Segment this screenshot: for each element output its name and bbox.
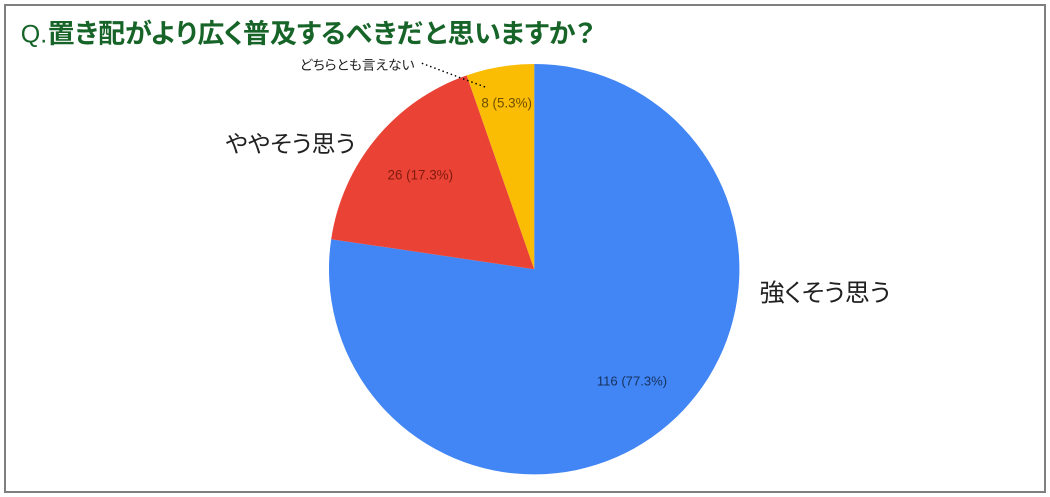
svg-text:26 (17.3%): 26 (17.3%) — [388, 167, 454, 182]
svg-text:Q.: Q. — [21, 20, 47, 48]
svg-text:116 (77.3%): 116 (77.3%) — [597, 374, 667, 389]
svg-text:8 (5.3%): 8 (5.3%) — [481, 95, 532, 110]
